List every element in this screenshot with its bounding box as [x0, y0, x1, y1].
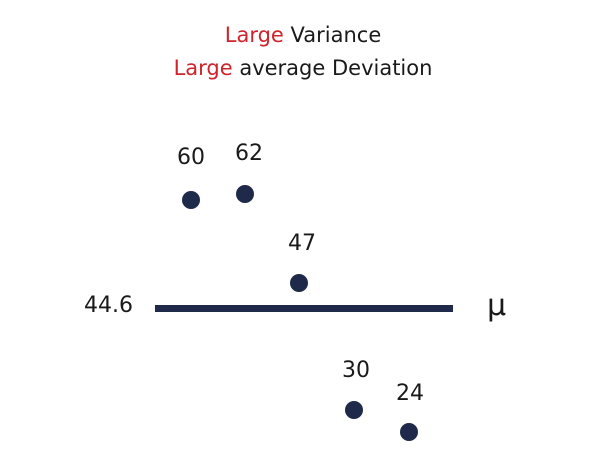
title-emphasis-large: Large — [173, 56, 233, 80]
point-label-47: 47 — [288, 231, 316, 256]
mean-value-label: 44.6 — [84, 293, 133, 318]
data-point-30 — [345, 401, 363, 419]
point-label-62: 62 — [235, 141, 263, 166]
data-point-60 — [182, 191, 200, 209]
title-line-deviation: Large average Deviation — [0, 55, 606, 81]
title-text-deviation: average Deviation — [232, 56, 433, 80]
point-label-24: 24 — [396, 381, 424, 406]
point-label-30: 30 — [342, 358, 370, 383]
title-line-variance: Large Variance — [0, 22, 606, 48]
title-emphasis-large: Large — [224, 23, 284, 47]
mean-symbol: μ — [487, 288, 507, 323]
title-text-variance: Variance — [283, 23, 382, 47]
mean-line — [155, 305, 453, 312]
point-label-60: 60 — [177, 145, 205, 170]
data-point-47 — [290, 274, 308, 292]
data-point-24 — [400, 423, 418, 441]
data-point-62 — [236, 185, 254, 203]
